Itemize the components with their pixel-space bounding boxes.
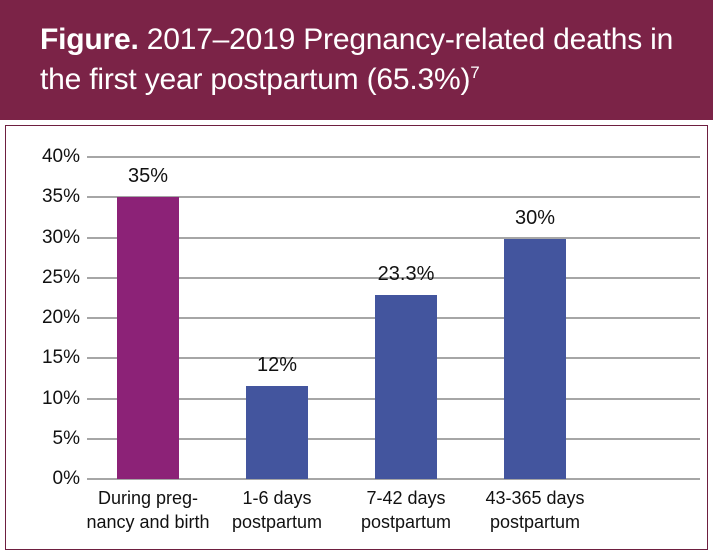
- y-axis-tick-label: 20%: [41, 307, 80, 328]
- x-axis-category-line: postpartum: [360, 512, 452, 532]
- x-axis-category-line: postpartum: [231, 512, 323, 532]
- gridline: [87, 156, 700, 158]
- bar-value-label: 30%: [514, 207, 556, 230]
- figure-title: Figure. 2017–2019 Pregnancy-related deat…: [40, 20, 685, 100]
- y-axis-tick-label: 5%: [52, 427, 80, 449]
- bar: [117, 197, 179, 479]
- y-axis-tick-label: 0%: [52, 468, 80, 489]
- y-axis-tick-label: 40%: [41, 146, 80, 167]
- y-axis-tick-label: 30%: [41, 226, 80, 248]
- figure-title-superscript: 7: [470, 63, 480, 82]
- y-axis-tick-label: 15%: [41, 347, 80, 369]
- x-axis-category-line: 1-6 days: [242, 488, 312, 508]
- y-axis-tick-labels: 40% 35% 30% 25% 20% 15% 10% 5% 0%: [12, 146, 80, 489]
- x-axis-category-label: 7-42 days postpartum: [321, 486, 491, 534]
- figure-header-banner: Figure. 2017–2019 Pregnancy-related deat…: [0, 0, 713, 120]
- figure-title-text: 2017–2019 Pregnancy-related deaths in th…: [40, 23, 674, 96]
- x-axis-category-line: 7-42 days: [366, 488, 446, 508]
- gridline: [87, 478, 700, 480]
- x-axis-category-line: During preg-: [97, 488, 199, 508]
- plot-area: [87, 156, 700, 480]
- gridline: [87, 196, 700, 199]
- figure-title-lead: Figure.: [40, 23, 139, 56]
- x-axis-category-label: 43-365 days postpartum: [450, 486, 620, 534]
- bar: [375, 294, 437, 479]
- gridline: [87, 276, 700, 279]
- x-axis-category-label: During preg-nancy and birth: [63, 486, 233, 534]
- bar-value-label: 23.3%: [377, 262, 435, 285]
- x-axis-category-line: 43-365 days: [485, 488, 585, 508]
- y-axis-tick-label: 10%: [41, 387, 80, 409]
- y-axis-tick-label: 25%: [41, 266, 80, 288]
- bar: [246, 386, 308, 479]
- bar-value-label: 12%: [256, 354, 298, 377]
- bar: [504, 239, 566, 479]
- x-axis-category-line: postpartum: [489, 512, 581, 532]
- gridline: [87, 236, 700, 239]
- x-axis-category-label: 1-6 days postpartum: [192, 486, 362, 534]
- x-axis-category-line: nancy and birth: [86, 512, 210, 532]
- bar-value-label: 35%: [127, 165, 169, 188]
- y-axis-tick-label: 35%: [41, 186, 80, 208]
